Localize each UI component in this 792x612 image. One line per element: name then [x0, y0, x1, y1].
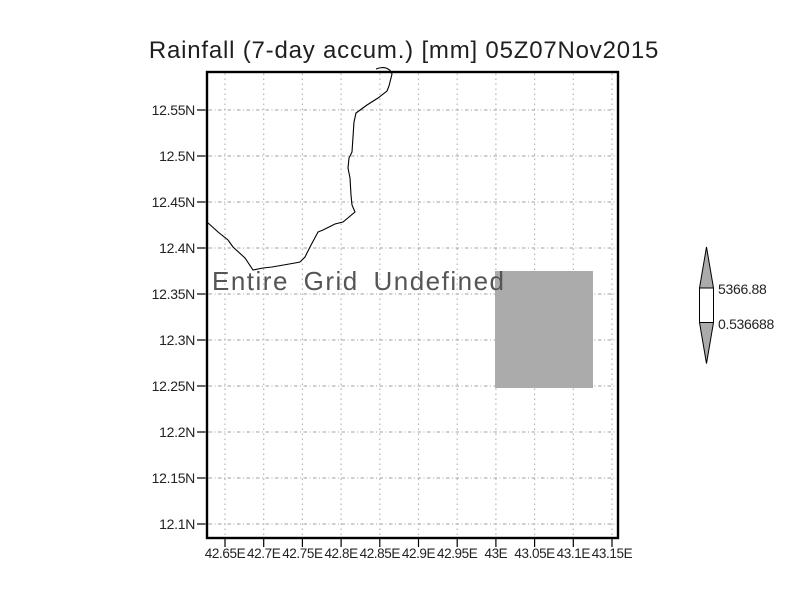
x-tick-label: 43.15E [591, 546, 633, 561]
y-tick-label: 12.55N [151, 102, 196, 118]
colorbar-min-label: 0.536688 [718, 316, 774, 332]
y-tick-label: 12.3N [159, 332, 195, 348]
y-tick-label: 12.45N [151, 194, 196, 210]
y-tick-label: 12.2N [159, 424, 195, 440]
x-tick-label: 42.8E [324, 546, 358, 561]
x-tick-label: 43.05E [514, 546, 555, 561]
x-tick-label: 42.9E [401, 546, 436, 561]
x-tick-label: 42.95E [436, 546, 478, 561]
x-tick-label: 42.85E [359, 546, 401, 561]
coastline [206, 67, 393, 271]
y-tick-label: 12.5N [159, 148, 195, 164]
colorbar-box [699, 287, 714, 323]
undefined-grid-message: Entire Grid Undefined [212, 266, 506, 296]
y-tick-label: 12.4N [159, 240, 195, 256]
colorbar [698, 246, 715, 364]
axis-ticks [197, 109, 613, 547]
y-tick-label: 12.1N [159, 516, 195, 532]
x-tick-label: 42.65E [204, 546, 246, 561]
x-tick-label: 42.7E [247, 546, 281, 561]
shaded-grid-cell [495, 271, 593, 388]
plot-title: Rainfall (7-day accum.) [mm] 05Z07Nov201… [148, 37, 660, 64]
grid-lines [208, 73, 617, 537]
colorbar-max-label: 5366.88 [718, 281, 767, 297]
x-tick-label: 43E [484, 546, 508, 561]
y-tick-label: 12.25N [151, 378, 196, 394]
y-tick-label: 12.35N [151, 286, 196, 302]
x-tick-label: 42.75E [282, 546, 323, 561]
colorbar-down-arrow [698, 322, 715, 364]
colorbar-up-arrow [698, 246, 715, 289]
y-tick-label: 12.15N [151, 470, 196, 486]
plot-border [205, 70, 620, 540]
x-tick-label: 43.1E [556, 546, 591, 561]
